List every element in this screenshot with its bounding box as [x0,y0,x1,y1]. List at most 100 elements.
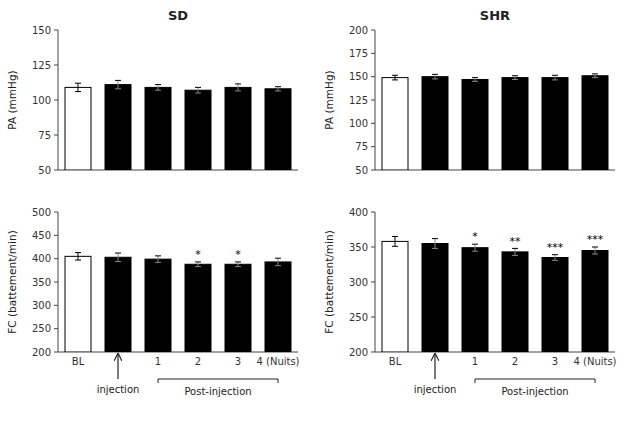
error-cap [472,81,478,82]
bar [422,244,448,353]
error-cap [115,253,121,254]
y-tick-label: 175 [349,48,368,59]
y-tick-label: 125 [32,60,51,71]
y-tick [371,123,375,124]
annotation-bracket [475,379,595,383]
y-tick-label: 500 [32,207,51,218]
error-cap [275,90,281,91]
bar [502,78,528,170]
error-cap [392,236,398,237]
error-cap [432,74,438,75]
y-tick [54,352,58,353]
error-cap [275,258,281,259]
y-tick-label: 200 [32,347,51,358]
error-bar [512,248,518,255]
bars [65,253,291,352]
y-tick-label: 100 [349,118,368,129]
error-cap [512,79,518,80]
error-cap [592,254,598,255]
error-line [158,85,159,91]
y-axis-label: FC (battement/min) [323,230,335,334]
y-tick-label: 200 [349,347,368,358]
error-bar [275,258,281,265]
bar [65,87,91,170]
error-cap [512,75,518,76]
error-bar [392,237,398,247]
panel: 200250300350400FC (battement/min)*******… [323,207,617,398]
error-cap [115,261,121,262]
bar [185,90,211,170]
y-tick-label: 150 [32,25,51,36]
annotation-bracket [158,379,278,383]
error-cap [392,75,398,76]
bar [422,77,448,170]
error-cap [552,75,558,76]
significance-label: ** [510,235,522,248]
title: SD [168,8,188,23]
annotation-arrow [434,354,435,379]
error-bar [235,84,241,91]
bar [225,87,251,170]
x-axis [58,170,298,171]
error-cap [392,246,398,247]
x-tick-label: 1 [155,356,161,367]
y-axis-label: PA (mmHg) [323,70,335,129]
y-tick [54,305,58,306]
y-tick-label: 125 [349,95,368,106]
error-bar [552,75,558,80]
bracket-line [158,379,278,380]
error-cap [115,80,121,81]
y-tick-label: 200 [349,25,368,36]
error-line [158,256,159,263]
error-line [198,87,199,93]
error-cap [472,244,478,245]
error-cap [512,255,518,256]
error-bar [275,87,281,91]
y-tick-label: 300 [32,300,51,311]
error-line [395,237,396,247]
error-bar [512,76,518,80]
error-cap [512,248,518,249]
error-cap [592,73,598,74]
y-tick-label: 350 [349,242,368,253]
error-bar [472,244,478,251]
error-cap [235,90,241,91]
error-cap [592,247,598,248]
bar [225,264,251,352]
y-tick [371,247,375,248]
bar [145,87,171,170]
error-line [435,239,436,249]
error-bar [592,247,598,254]
error-cap [115,88,121,89]
x-tick-label: 2 [512,356,518,367]
error-line [278,258,279,265]
error-cap [472,251,478,252]
error-cap [195,87,201,88]
significance-label: * [472,230,478,243]
bracket-end [595,379,596,383]
bracket-end [278,379,279,383]
error-cap [275,86,281,87]
y-tick-label: 75 [355,141,368,152]
error-cap [155,255,161,256]
bars [65,80,291,170]
y-tick [371,146,375,147]
y-axis-label: PA (mmHg) [6,70,18,129]
x-tick-label: BL [389,356,402,367]
error-cap [592,77,598,78]
y-tick-label: 250 [32,323,51,334]
x-tick-label: 3 [235,356,241,367]
error-bar [195,87,201,93]
y-tick [54,282,58,283]
error-cap [75,252,81,253]
error-bar [552,255,558,261]
error-bar [472,78,478,82]
x-axis [58,352,298,353]
y-tick [54,100,58,101]
error-bar [115,80,121,88]
error-line [198,262,199,267]
bar [582,76,608,170]
error-cap [155,90,161,91]
bar [542,78,568,170]
annotation: Post-injection [501,386,568,397]
